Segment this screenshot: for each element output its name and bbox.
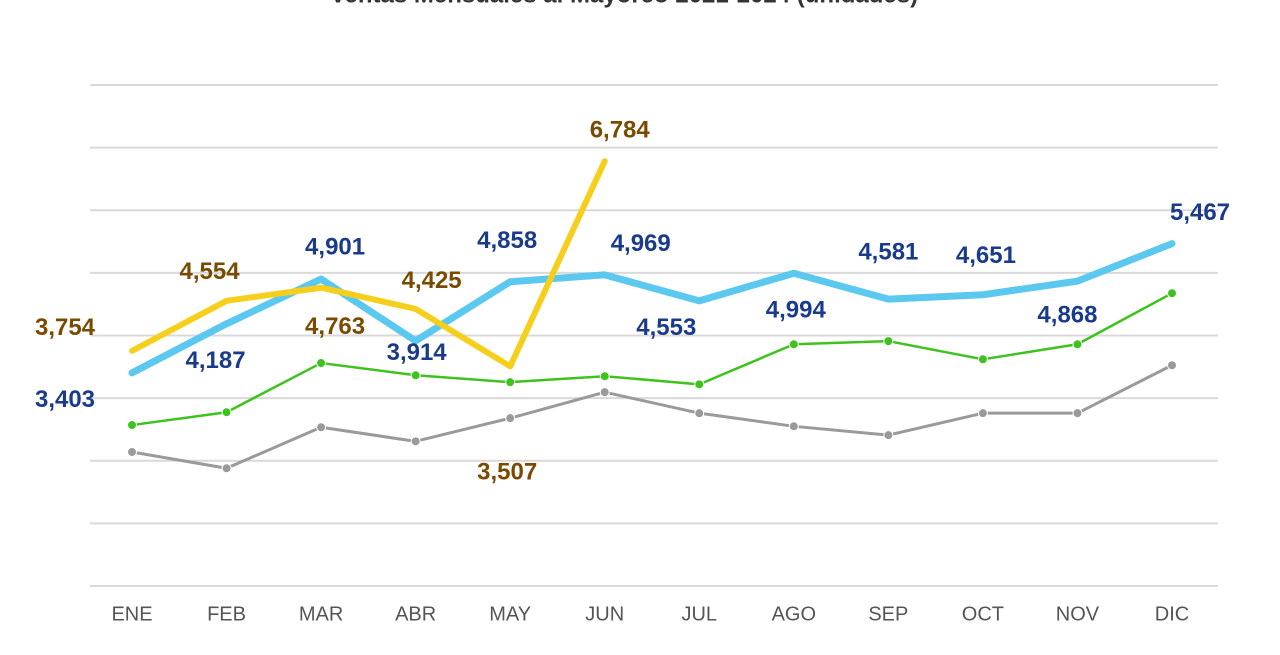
x-tick-label: AGO bbox=[772, 603, 816, 625]
data-point bbox=[410, 436, 421, 447]
data-label: 6,784 bbox=[590, 116, 651, 143]
data-label: 3,754 bbox=[35, 314, 96, 341]
series-line bbox=[129, 158, 608, 370]
x-tick-label: NOV bbox=[1056, 603, 1100, 625]
data-point bbox=[694, 408, 705, 419]
x-tick-label: FEB bbox=[207, 603, 246, 625]
data-label: 4,554 bbox=[180, 258, 241, 285]
data-point bbox=[788, 339, 799, 350]
data-label: 4,187 bbox=[186, 347, 246, 374]
data-point bbox=[505, 413, 516, 424]
x-tick-label: MAR bbox=[299, 603, 343, 625]
chart-title: Ventas Mensuales al Mayoreo 2021-2024 (u… bbox=[330, 0, 918, 8]
data-point bbox=[883, 430, 894, 441]
data-point bbox=[127, 446, 137, 457]
data-label: 4,763 bbox=[305, 313, 365, 340]
data-point bbox=[977, 408, 988, 419]
data-point bbox=[1072, 339, 1083, 350]
data-point bbox=[883, 336, 894, 347]
x-tick-label: JUN bbox=[585, 603, 624, 625]
data-label: 4,858 bbox=[477, 227, 537, 254]
x-tick-label: SEP bbox=[868, 603, 908, 625]
data-label: 4,901 bbox=[305, 233, 365, 260]
x-tick-label: JUL bbox=[681, 603, 717, 625]
data-label: 3,507 bbox=[477, 459, 537, 486]
data-point bbox=[788, 421, 799, 432]
data-point bbox=[410, 370, 421, 381]
x-tick-label: ENE bbox=[111, 603, 152, 625]
data-point bbox=[1072, 408, 1083, 419]
data-label: 4,553 bbox=[636, 314, 696, 341]
data-label: 4,868 bbox=[1037, 301, 1097, 328]
x-tick-label: DIC bbox=[1155, 603, 1189, 625]
data-point bbox=[599, 387, 610, 398]
data-point bbox=[1167, 360, 1177, 371]
data-point bbox=[221, 407, 232, 418]
series-line bbox=[130, 291, 1174, 427]
data-point bbox=[221, 463, 232, 474]
data-label: 4,969 bbox=[611, 230, 671, 257]
data-point bbox=[505, 377, 516, 388]
data-point bbox=[127, 420, 137, 431]
data-label: 5,467 bbox=[1170, 199, 1230, 226]
series-line bbox=[128, 240, 1176, 377]
data-point bbox=[316, 422, 327, 433]
data-point bbox=[1167, 288, 1177, 299]
data-label: 3,914 bbox=[387, 339, 448, 366]
x-tick-label: MAY bbox=[489, 603, 531, 625]
x-tick-label: OCT bbox=[962, 603, 1004, 625]
x-tick-label: ABR bbox=[395, 603, 436, 625]
data-label: 4,651 bbox=[956, 242, 1016, 269]
data-label: 4,994 bbox=[766, 297, 827, 324]
series-line bbox=[130, 363, 1174, 470]
data-point bbox=[977, 354, 988, 365]
data-point bbox=[316, 358, 327, 369]
data-label: 3,403 bbox=[35, 386, 95, 413]
data-label: 4,425 bbox=[402, 267, 462, 294]
data-label: 4,581 bbox=[858, 238, 918, 265]
data-point bbox=[694, 379, 705, 390]
data-point bbox=[599, 371, 610, 382]
